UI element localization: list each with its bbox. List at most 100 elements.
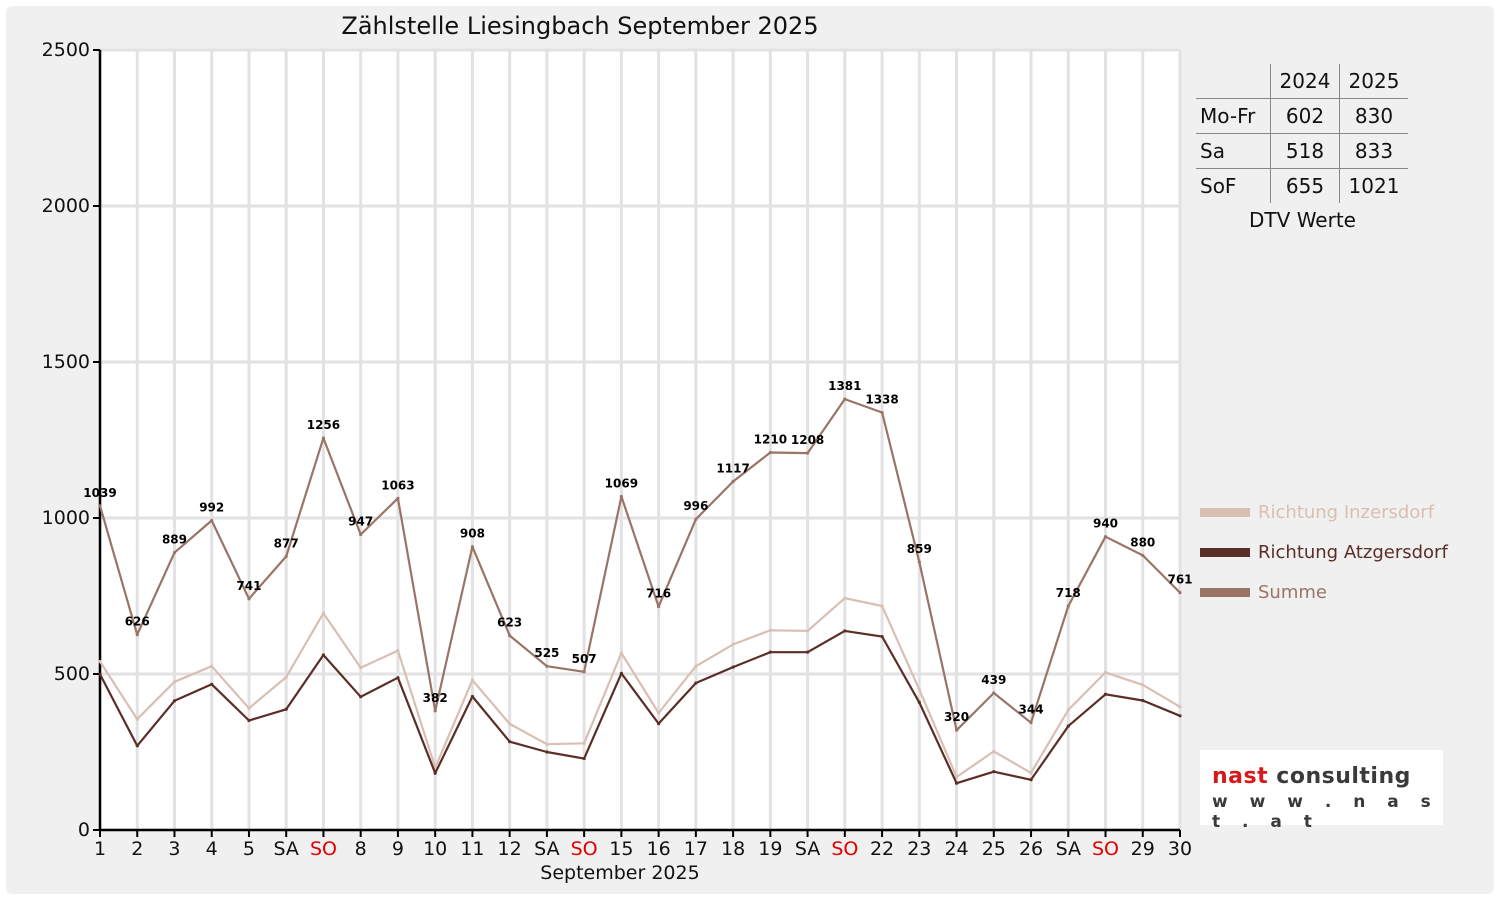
data-point [1066, 724, 1070, 728]
data-point [731, 642, 735, 646]
legend-item-atzgersdorf[interactable]: Richtung Atzgersdorf [1200, 532, 1448, 572]
data-point [359, 532, 363, 537]
data-point [321, 611, 326, 615]
data-label: 718 [1056, 586, 1081, 600]
dtv-row-label: SoF [1200, 174, 1237, 198]
y-tick-label: 500 [54, 663, 90, 685]
x-tick-label: SA [1056, 838, 1081, 860]
y-tick-label: 0 [78, 819, 90, 841]
dtv-value-2024: 655 [1270, 168, 1340, 203]
x-tick-label: SO [571, 838, 598, 860]
data-label: 1069 [605, 476, 638, 490]
data-label: 1256 [307, 418, 340, 432]
series-line [99, 597, 1181, 779]
data-point [98, 504, 102, 508]
x-tick-label: 29 [1131, 838, 1155, 860]
data-label: 889 [162, 533, 187, 547]
x-tick-label: SO [831, 838, 858, 860]
data-point [172, 551, 177, 555]
data-point [1029, 771, 1033, 775]
data-point [880, 604, 884, 608]
x-tick-label: 22 [870, 838, 894, 860]
nast-consulting-logo: nast consulting w w w . n a s t . a t [1200, 750, 1443, 832]
data-label: 996 [683, 499, 708, 513]
legend-item-summe[interactable]: Summe [1200, 572, 1448, 612]
data-point [172, 699, 177, 703]
legend-item-inzersdorf[interactable]: Richtung Inzersdorf [1200, 492, 1448, 532]
data-point [359, 695, 363, 699]
dtv-value-2025: 1021 [1339, 168, 1408, 203]
data-point [1178, 590, 1182, 595]
data-point [98, 659, 102, 664]
dtv-row: Mo-Fr 602 830 [1196, 98, 1408, 134]
data-label: 947 [348, 515, 373, 529]
data-label: 741 [236, 579, 261, 593]
data-point [694, 681, 698, 685]
x-tick-label: SA [795, 838, 820, 860]
x-tick-label: 19 [758, 838, 782, 860]
legend-label: Richtung Atzgersdorf [1258, 541, 1448, 563]
x-tick-label: 30 [1168, 838, 1192, 860]
data-point [545, 664, 549, 668]
x-tick-label: 5 [243, 838, 255, 860]
x-tick-label: SA [534, 838, 559, 860]
data-label: 1210 [754, 432, 787, 446]
legend-swatch [1200, 547, 1250, 557]
data-label: 1338 [865, 393, 898, 407]
data-label: 877 [274, 536, 299, 550]
data-point [619, 651, 623, 655]
data-point [98, 672, 102, 676]
data-point [284, 554, 288, 558]
data-label: 940 [1093, 517, 1118, 531]
data-point [843, 596, 847, 600]
data-point [359, 666, 363, 670]
data-point [1141, 553, 1145, 558]
x-tick-label: 9 [392, 838, 404, 860]
dtv-value-2024: 518 [1270, 133, 1340, 169]
data-point [992, 691, 996, 695]
data-point [135, 717, 139, 721]
data-point [470, 678, 475, 682]
dtv-header-row: 2024 2025 [1196, 64, 1408, 99]
y-tick-label: 2500 [42, 39, 90, 61]
data-point [321, 436, 326, 440]
data-point [843, 629, 847, 633]
x-tick-label: 17 [684, 838, 708, 860]
data-point [1029, 778, 1033, 782]
dtv-header-2025: 2025 [1339, 64, 1408, 99]
data-point [1066, 604, 1070, 608]
logo-brand-part2: consulting [1268, 764, 1411, 789]
x-tick-label: 16 [647, 838, 671, 860]
data-point [1178, 714, 1182, 718]
data-point [1103, 670, 1108, 675]
data-point [657, 711, 661, 715]
data-point [992, 749, 996, 753]
data-label: 623 [497, 616, 522, 630]
data-point [210, 664, 214, 668]
dtv-row: Sa 518 833 [1196, 133, 1408, 169]
data-point [508, 740, 512, 744]
data-label: 859 [907, 542, 932, 556]
y-tick-label: 1000 [42, 507, 90, 529]
data-label: 525 [534, 646, 559, 660]
dtv-header-2024: 2024 [1270, 64, 1340, 99]
x-tick-label: 10 [423, 838, 447, 860]
data-point [954, 781, 959, 785]
x-tick-label: 23 [907, 838, 931, 860]
data-point [1178, 705, 1182, 709]
data-point [917, 700, 921, 704]
data-point [917, 688, 921, 692]
dtv-table: 2024 2025 Mo-Fr 602 830 Sa 518 833 SoF 6… [1196, 64, 1408, 203]
data-point [880, 410, 884, 415]
data-point [619, 671, 623, 675]
series-line [98, 398, 1181, 732]
data-point [768, 628, 772, 632]
data-point [396, 496, 400, 500]
logo-brand: nast consulting [1212, 764, 1411, 789]
data-point [172, 680, 177, 684]
data-point [1066, 708, 1070, 712]
data-label: 1039 [83, 486, 116, 500]
legend-swatch [1200, 507, 1250, 517]
x-tick-label: 2 [131, 838, 143, 860]
data-point [284, 675, 288, 679]
